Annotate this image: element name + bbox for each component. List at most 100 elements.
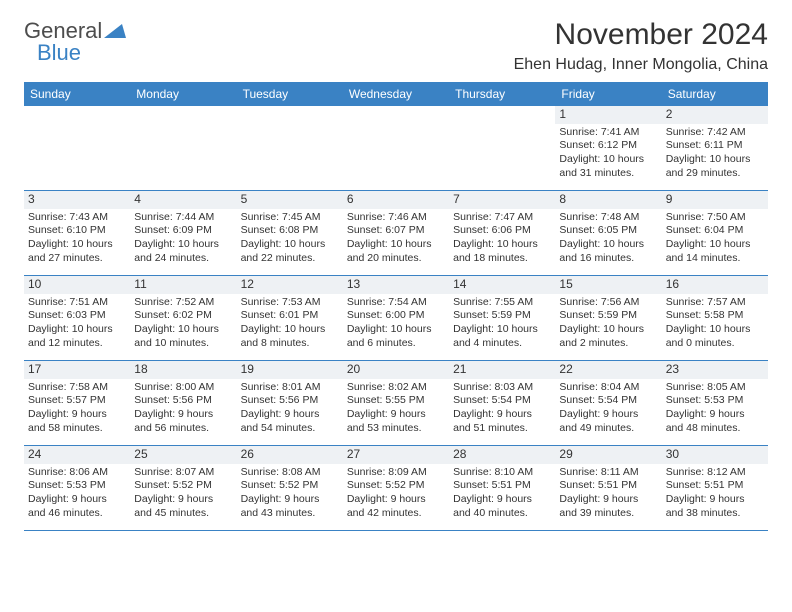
sunset-text: Sunset: 5:53 PM (28, 479, 126, 493)
calendar-day-cell: 2Sunrise: 7:42 AMSunset: 6:11 PMDaylight… (662, 106, 768, 191)
daylight-text: Daylight: 9 hours and 40 minutes. (453, 493, 551, 520)
calendar-day-cell: 27Sunrise: 8:09 AMSunset: 5:52 PMDayligh… (343, 446, 449, 531)
day-number: 27 (343, 446, 449, 464)
sunrise-text: Sunrise: 7:48 AM (559, 211, 657, 225)
daylight-text: Daylight: 9 hours and 42 minutes. (347, 493, 445, 520)
location-subtitle: Ehen Hudag, Inner Mongolia, China (514, 56, 768, 74)
daylight-text: Daylight: 10 hours and 14 minutes. (666, 238, 764, 265)
sunset-text: Sunset: 6:09 PM (134, 224, 232, 238)
sunset-text: Sunset: 6:12 PM (559, 139, 657, 153)
daylight-text: Daylight: 9 hours and 53 minutes. (347, 408, 445, 435)
day-number: 14 (449, 276, 555, 294)
sunrise-text: Sunrise: 7:52 AM (134, 296, 232, 310)
daylight-text: Daylight: 9 hours and 48 minutes. (666, 408, 764, 435)
daylight-text: Daylight: 10 hours and 6 minutes. (347, 323, 445, 350)
sunset-text: Sunset: 5:59 PM (453, 309, 551, 323)
day-number: 30 (662, 446, 768, 464)
daylight-text: Daylight: 9 hours and 58 minutes. (28, 408, 126, 435)
weekday-header: Tuesday (237, 83, 343, 106)
day-number: 2 (662, 106, 768, 124)
daylight-text: Daylight: 10 hours and 12 minutes. (28, 323, 126, 350)
sunrise-text: Sunrise: 7:42 AM (666, 126, 764, 140)
daylight-text: Daylight: 10 hours and 16 minutes. (559, 238, 657, 265)
logo-triangle-icon (104, 20, 126, 43)
calendar-day-cell: 5Sunrise: 7:45 AMSunset: 6:08 PMDaylight… (237, 191, 343, 276)
calendar-day-cell: 29 Sunrise: 8:11 AMSunset: 5:51 PMDayligh… (555, 446, 661, 531)
sunset-text: Sunset: 5:55 PM (347, 394, 445, 408)
day-number: 29 (555, 446, 661, 464)
daylight-text: Daylight: 10 hours and 0 minutes. (666, 323, 764, 350)
daylight-text: Daylight: 10 hours and 29 minutes. (666, 153, 764, 180)
sunset-text: Sunset: 5:51 PM (559, 479, 657, 493)
day-number: 3 (24, 191, 130, 209)
weekday-header: Friday (555, 83, 661, 106)
day-number: 19 (237, 361, 343, 379)
calendar-day-cell: 21Sunrise: 8:03 AMSunset: 5:54 PMDayligh… (449, 361, 555, 446)
sunrise-text: Sunrise: 7:47 AM (453, 211, 551, 225)
sunrise-text: Sunrise: 7:46 AM (347, 211, 445, 225)
day-number: 20 (343, 361, 449, 379)
daylight-text: Daylight: 10 hours and 20 minutes. (347, 238, 445, 265)
sunset-text: Sunset: 5:53 PM (666, 394, 764, 408)
day-number: 17 (24, 361, 130, 379)
calendar-day-cell: 1Sunrise: 7:41 AMSunset: 6:12 PMDaylight… (555, 106, 661, 191)
daylight-text: Daylight: 10 hours and 2 minutes. (559, 323, 657, 350)
calendar-day-cell (343, 106, 449, 191)
day-number: 24 (24, 446, 130, 464)
daylight-text: Daylight: 9 hours and 43 minutes. (241, 493, 339, 520)
sunrise-text: Sunrise: 7:56 AM (559, 296, 657, 310)
calendar-week-row: 17Sunrise: 7:58 AMSunset: 5:57 PMDayligh… (24, 361, 768, 446)
calendar-day-cell: 11Sunrise: 7:52 AMSunset: 6:02 PMDayligh… (130, 276, 236, 361)
calendar-day-cell: 19Sunrise: 8:01 AMSunset: 5:56 PMDayligh… (237, 361, 343, 446)
sunrise-text: Sunrise: 8:10 AM (453, 466, 551, 480)
calendar-day-cell: 12Sunrise: 7:53 AMSunset: 6:01 PMDayligh… (237, 276, 343, 361)
daylight-text: Daylight: 10 hours and 4 minutes. (453, 323, 551, 350)
weekday-header-row: Sunday Monday Tuesday Wednesday Thursday… (24, 83, 768, 106)
sunrise-text: Sunrise: 7:43 AM (28, 211, 126, 225)
day-number: 9 (662, 191, 768, 209)
calendar-day-cell: 3 Sunrise: 7:43 AMSunset: 6:10 PMDaylight… (24, 191, 130, 276)
calendar-week-row: 1Sunrise: 7:41 AMSunset: 6:12 PMDaylight… (24, 106, 768, 191)
daylight-text: Daylight: 9 hours and 39 minutes. (559, 493, 657, 520)
sunrise-text: Sunrise: 8:12 AM (666, 466, 764, 480)
calendar-day-cell (130, 106, 236, 191)
day-number: 12 (237, 276, 343, 294)
sunrise-text: Sunrise: 8:00 AM (134, 381, 232, 395)
daylight-text: Daylight: 10 hours and 27 minutes. (28, 238, 126, 265)
sunrise-text: Sunrise: 8:08 AM (241, 466, 339, 480)
day-number: 16 (662, 276, 768, 294)
calendar-day-cell: 16 Sunrise: 7:57 AMSunset: 5:58 PMDayligh… (662, 276, 768, 361)
calendar-table: Sunday Monday Tuesday Wednesday Thursday… (24, 82, 768, 531)
daylight-text: Daylight: 10 hours and 31 minutes. (559, 153, 657, 180)
calendar-day-cell: 14Sunrise: 7:55 AMSunset: 5:59 PMDayligh… (449, 276, 555, 361)
sunset-text: Sunset: 6:01 PM (241, 309, 339, 323)
sunrise-text: Sunrise: 7:51 AM (28, 296, 126, 310)
sunrise-text: Sunrise: 7:53 AM (241, 296, 339, 310)
sunset-text: Sunset: 5:54 PM (453, 394, 551, 408)
day-number: 11 (130, 276, 236, 294)
calendar-day-cell: 23Sunrise: 8:05 AMSunset: 5:53 PMDayligh… (662, 361, 768, 446)
sunrise-text: Sunrise: 8:07 AM (134, 466, 232, 480)
calendar-day-cell: 25Sunrise: 8:07 AMSunset: 5:52 PMDayligh… (130, 446, 236, 531)
sunrise-text: Sunrise: 8:05 AM (666, 381, 764, 395)
day-number: 21 (449, 361, 555, 379)
sunset-text: Sunset: 6:00 PM (347, 309, 445, 323)
day-number: 6 (343, 191, 449, 209)
daylight-text: Daylight: 9 hours and 45 minutes. (134, 493, 232, 520)
daylight-text: Daylight: 10 hours and 24 minutes. (134, 238, 232, 265)
daylight-text: Daylight: 9 hours and 51 minutes. (453, 408, 551, 435)
day-number: 25 (130, 446, 236, 464)
sunrise-text: Sunrise: 8:06 AM (28, 466, 126, 480)
daylight-text: Daylight: 9 hours and 49 minutes. (559, 408, 657, 435)
sunset-text: Sunset: 6:10 PM (28, 224, 126, 238)
calendar-day-cell: 4Sunrise: 7:44 AMSunset: 6:09 PMDaylight… (130, 191, 236, 276)
sunrise-text: Sunrise: 7:57 AM (666, 296, 764, 310)
calendar-day-cell: 13Sunrise: 7:54 AMSunset: 6:00 PMDayligh… (343, 276, 449, 361)
calendar-day-cell (449, 106, 555, 191)
calendar-day-cell: 9Sunrise: 7:50 AMSunset: 6:04 PMDaylight… (662, 191, 768, 276)
sunset-text: Sunset: 6:05 PM (559, 224, 657, 238)
day-number: 28 (449, 446, 555, 464)
sunset-text: Sunset: 5:58 PM (666, 309, 764, 323)
sunrise-text: Sunrise: 8:04 AM (559, 381, 657, 395)
sunrise-text: Sunrise: 8:11 AM (559, 466, 657, 480)
